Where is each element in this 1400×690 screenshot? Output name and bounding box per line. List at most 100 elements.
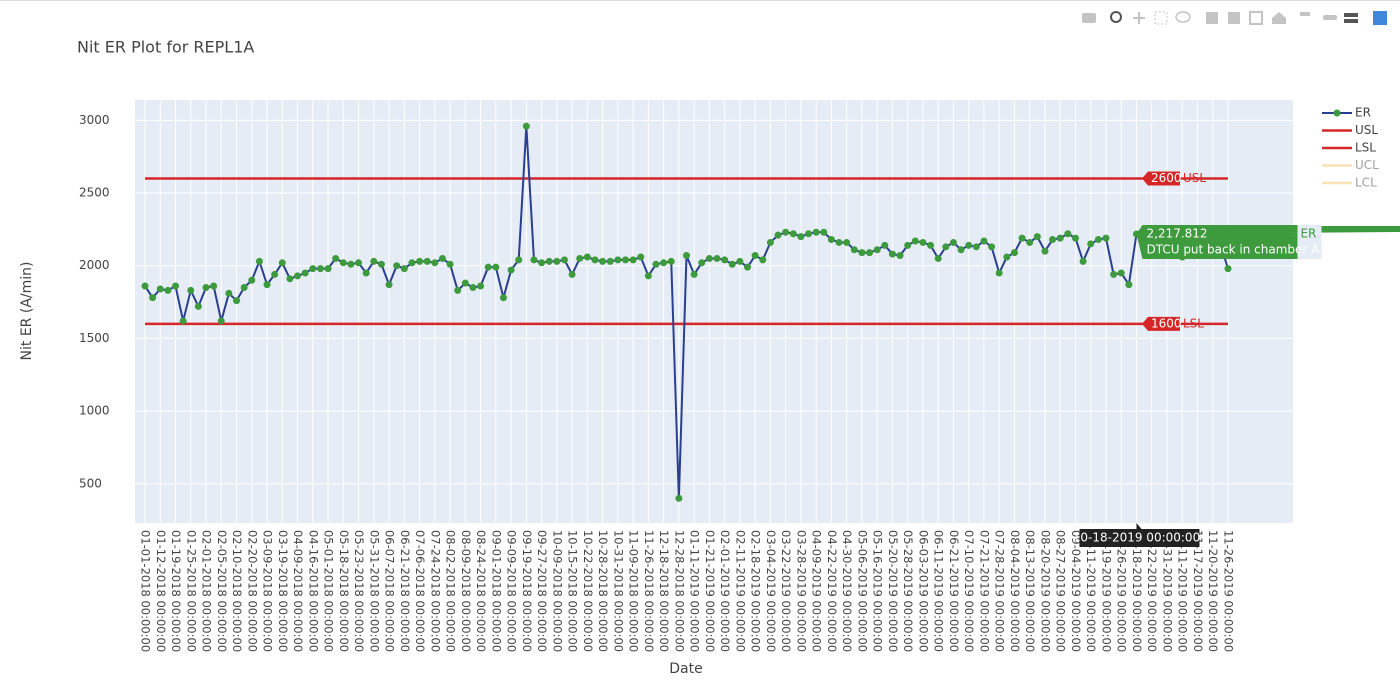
er-marker bbox=[400, 265, 408, 273]
hover-compare-icon[interactable] bbox=[1344, 19, 1358, 23]
x-tick-label: 03-22-2019 00:00:00 bbox=[779, 530, 793, 652]
x-tick-label: 05-18-2018 00:00:00 bbox=[337, 530, 351, 652]
er-marker bbox=[660, 259, 668, 267]
er-marker bbox=[759, 256, 767, 264]
er-marker bbox=[1087, 240, 1095, 248]
er-marker bbox=[248, 276, 256, 284]
label-box bbox=[1142, 171, 1180, 186]
x-tick-label: 08-27-2019 00:00:00 bbox=[1054, 530, 1068, 652]
er-marker bbox=[469, 284, 477, 292]
x-tick-label: 11-26-2018 00:00:00 bbox=[642, 530, 656, 652]
x-tick-label: 07-28-2019 00:00:00 bbox=[993, 530, 1007, 652]
y-tick-label: 500 bbox=[79, 476, 102, 490]
er-marker bbox=[1049, 236, 1057, 244]
er-marker bbox=[782, 228, 790, 236]
er-marker bbox=[370, 257, 378, 265]
er-marker bbox=[1079, 257, 1087, 265]
pan-icon[interactable] bbox=[1133, 12, 1145, 24]
zoom-icon[interactable] bbox=[1110, 11, 1122, 23]
x-tick-label: 01-01-2018 00:00:00 bbox=[139, 530, 153, 652]
x-tick-label: 03-09-2018 00:00:00 bbox=[261, 530, 275, 652]
legend-label: LSL bbox=[1355, 141, 1376, 155]
er-marker bbox=[1026, 238, 1034, 246]
er-marker bbox=[1033, 233, 1041, 241]
er-marker bbox=[919, 238, 927, 246]
legend-marker bbox=[1333, 109, 1341, 117]
er-marker bbox=[210, 282, 218, 290]
zoom-out-icon[interactable] bbox=[1228, 12, 1240, 24]
er-marker bbox=[835, 238, 843, 246]
y-tick-label: 1500 bbox=[79, 331, 110, 345]
x-tick-label: 03-19-2018 00:00:00 bbox=[276, 530, 290, 652]
er-marker bbox=[385, 281, 393, 289]
er-marker bbox=[614, 256, 622, 264]
x-tick-label: 01-19-2018 00:00:00 bbox=[169, 530, 183, 652]
x-tick-label: 04-22-2019 00:00:00 bbox=[825, 530, 839, 652]
er-marker bbox=[751, 252, 759, 260]
lasso-icon[interactable] bbox=[1175, 11, 1191, 23]
er-marker bbox=[141, 282, 149, 290]
er-marker bbox=[904, 241, 912, 249]
plotly-logo[interactable] bbox=[1373, 11, 1387, 25]
er-marker bbox=[499, 294, 507, 302]
er-marker bbox=[187, 286, 195, 294]
legend-item[interactable]: UCL bbox=[1322, 158, 1379, 172]
er-marker bbox=[225, 289, 233, 297]
x-tick-label: 05-31-2018 00:00:00 bbox=[367, 530, 381, 652]
x-tick-label: 02-01-2018 00:00:00 bbox=[200, 530, 214, 652]
er-marker bbox=[911, 237, 919, 245]
legend-item[interactable]: ER bbox=[1322, 106, 1371, 120]
er-marker bbox=[843, 238, 851, 246]
er-marker bbox=[515, 256, 523, 264]
x-tick-label: 11-20-2019 00:00:00 bbox=[1206, 530, 1220, 652]
x-tick-label: 07-06-2018 00:00:00 bbox=[413, 530, 427, 652]
er-marker bbox=[1056, 234, 1064, 242]
x-tick-label: 10-18-2019 00:00:00 bbox=[1130, 530, 1144, 652]
er-marker bbox=[179, 317, 187, 325]
er-marker bbox=[1071, 234, 1079, 242]
label-box bbox=[1142, 316, 1180, 331]
er-marker bbox=[1010, 249, 1018, 257]
hover-compare-icon[interactable] bbox=[1344, 13, 1358, 17]
x-tick-label: 05-01-2018 00:00:00 bbox=[322, 530, 336, 652]
reset-icon[interactable] bbox=[1272, 12, 1286, 24]
er-marker bbox=[507, 266, 515, 274]
x-tick-label: 08-13-2019 00:00:00 bbox=[1023, 530, 1037, 652]
er-marker bbox=[988, 243, 996, 251]
select-icon[interactable] bbox=[1154, 11, 1168, 25]
x-tick-label: 09-19-2018 00:00:00 bbox=[520, 530, 534, 652]
spike-icon[interactable] bbox=[1300, 12, 1310, 16]
er-marker bbox=[393, 262, 401, 270]
camera-icon[interactable] bbox=[1082, 13, 1096, 23]
er-marker bbox=[805, 230, 813, 238]
er-marker bbox=[477, 282, 485, 290]
er-marker bbox=[972, 243, 980, 251]
x-tick-label: 09-27-2018 00:00:00 bbox=[535, 530, 549, 652]
er-marker bbox=[217, 317, 225, 325]
legend-item[interactable]: USL bbox=[1322, 123, 1378, 137]
y-axis-title: Nit ER (A/min) bbox=[19, 262, 35, 361]
x-tick-label: 02-10-2018 00:00:00 bbox=[230, 530, 244, 652]
er-marker bbox=[431, 259, 439, 267]
er-marker bbox=[690, 270, 698, 278]
er-marker bbox=[873, 246, 881, 254]
hover-closest-icon[interactable] bbox=[1323, 15, 1337, 20]
x-tick-label: 05-28-2019 00:00:00 bbox=[901, 530, 915, 652]
label-name: USL bbox=[1183, 171, 1206, 185]
chart-title: Nit ER Plot for REPL1A bbox=[77, 38, 254, 57]
er-marker bbox=[263, 281, 271, 289]
er-marker bbox=[644, 272, 652, 280]
er-marker bbox=[278, 259, 286, 267]
x-tick-label: 11-09-2018 00:00:00 bbox=[627, 530, 641, 652]
x-tick-label: 06-11-2019 00:00:00 bbox=[932, 530, 946, 652]
hover-tooltip: 2,217.812 DTCU put back in chamber A ER bbox=[1136, 225, 1400, 260]
er-marker bbox=[591, 256, 599, 264]
x-tick-label: 07-10-2019 00:00:00 bbox=[962, 530, 976, 652]
autoscale-icon[interactable] bbox=[1249, 11, 1263, 25]
er-marker bbox=[553, 257, 561, 265]
x-tick-label: 10-22-2018 00:00:00 bbox=[581, 530, 595, 652]
legend-item[interactable]: LCL bbox=[1322, 176, 1377, 190]
zoom-in-icon[interactable] bbox=[1206, 12, 1218, 24]
legend-item[interactable]: LSL bbox=[1322, 141, 1376, 155]
er-marker bbox=[629, 256, 637, 264]
